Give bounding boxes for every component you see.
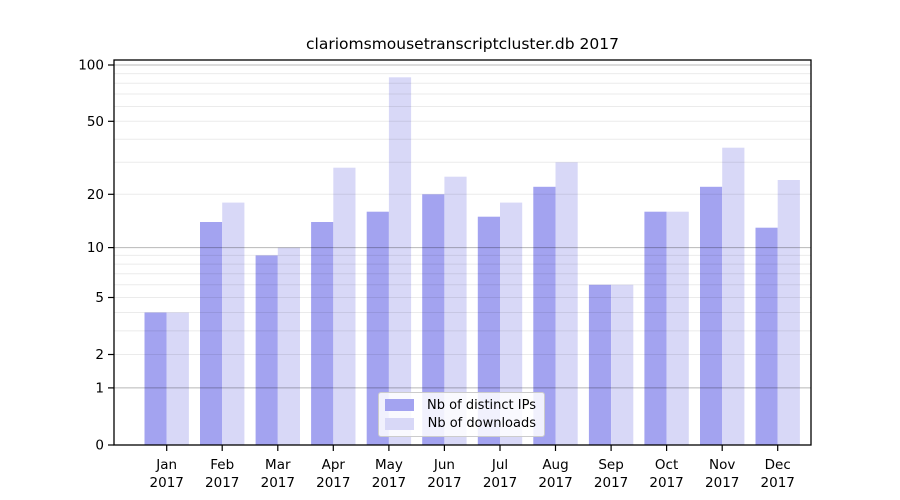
x-tick-label-year: 2017: [316, 475, 350, 491]
x-tick-label-month: Jun: [433, 457, 455, 473]
bar-ips-jun: [422, 194, 445, 445]
y-tick-label: 100: [78, 58, 104, 74]
bar-ips-sep: [588, 284, 612, 445]
bar-downloads-nov: [722, 147, 745, 445]
x-tick-label-year: 2017: [150, 475, 184, 491]
plot-frame: [113, 59, 812, 446]
bar-ips-jul: [477, 216, 500, 445]
x-tick-label-year: 2017: [761, 475, 795, 491]
x-tick-label-month: Apr: [322, 457, 346, 473]
bar-downloads-feb: [222, 202, 245, 445]
bar-downloads-jul: [500, 202, 523, 445]
y-tick-label: 5: [95, 290, 104, 306]
y-tick-label: 1: [95, 380, 104, 396]
x-tick-label-year: 2017: [427, 475, 461, 491]
bar-ips-dec: [755, 227, 778, 445]
x-tick-label-year: 2017: [705, 475, 739, 491]
x-tick-label-month: Sep: [598, 457, 623, 473]
legend-label-distinct-ips: Nb of distinct IPs: [427, 397, 536, 413]
bar-downloads-may: [388, 77, 412, 446]
bar-downloads-jun: [444, 176, 467, 445]
bar-downloads-dec: [777, 180, 800, 445]
x-tick-label-year: 2017: [483, 475, 517, 491]
x-tick-label-month: Oct: [655, 457, 678, 473]
y-tick-label: 0: [95, 438, 104, 454]
x-tick-label-year: 2017: [649, 475, 683, 491]
bar-downloads-mar: [277, 247, 300, 445]
bar-downloads-jan: [166, 312, 189, 445]
y-tick-label: 50: [87, 114, 104, 130]
legend-row-distinct-ips: Nb of distinct IPs: [385, 397, 536, 414]
bar-ips-oct: [644, 211, 667, 445]
x-tick-label-year: 2017: [205, 475, 239, 491]
y-tick-label: 20: [87, 187, 104, 203]
legend-swatch-downloads-icon: [385, 417, 414, 430]
bar-ips-aug: [533, 186, 556, 446]
x-tick-label-year: 2017: [538, 475, 572, 491]
bar-ips-may: [366, 211, 389, 445]
x-tick-label-month: May: [375, 457, 403, 473]
bar-ips-feb: [200, 222, 223, 445]
legend: Nb of distinct IPs Nb of downloads: [378, 392, 545, 437]
x-tick-label-month: Aug: [542, 457, 568, 473]
x-tick-label-month: Mar: [265, 457, 291, 473]
bar-ips-apr: [311, 222, 334, 445]
legend-row-downloads: Nb of downloads: [385, 415, 536, 432]
y-tick-label: 2: [95, 347, 104, 363]
bar-downloads-aug: [555, 162, 578, 446]
bar-ips-mar: [255, 255, 278, 445]
x-tick-label-month: Dec: [765, 457, 791, 473]
bar-downloads-oct: [666, 211, 689, 445]
bar-downloads-apr: [333, 167, 356, 445]
x-tick-label-year: 2017: [594, 475, 628, 491]
x-tick-label-year: 2017: [261, 475, 295, 491]
legend-swatch-distinct-ips-icon: [385, 399, 414, 412]
x-tick-label-month: Jan: [155, 457, 177, 473]
x-tick-label-year: 2017: [372, 475, 406, 491]
bar-ips-jan: [144, 312, 167, 445]
legend-label-downloads: Nb of downloads: [427, 416, 536, 432]
x-tick-label-month: Nov: [709, 457, 735, 473]
x-tick-label-month: Feb: [210, 457, 234, 473]
x-tick-label-month: Jul: [491, 457, 508, 473]
bar-downloads-sep: [611, 284, 634, 445]
bar-ips-nov: [700, 186, 723, 446]
chart-title: clariomsmousetranscriptcluster.db 2017: [306, 35, 619, 53]
y-tick-label: 10: [87, 240, 104, 256]
